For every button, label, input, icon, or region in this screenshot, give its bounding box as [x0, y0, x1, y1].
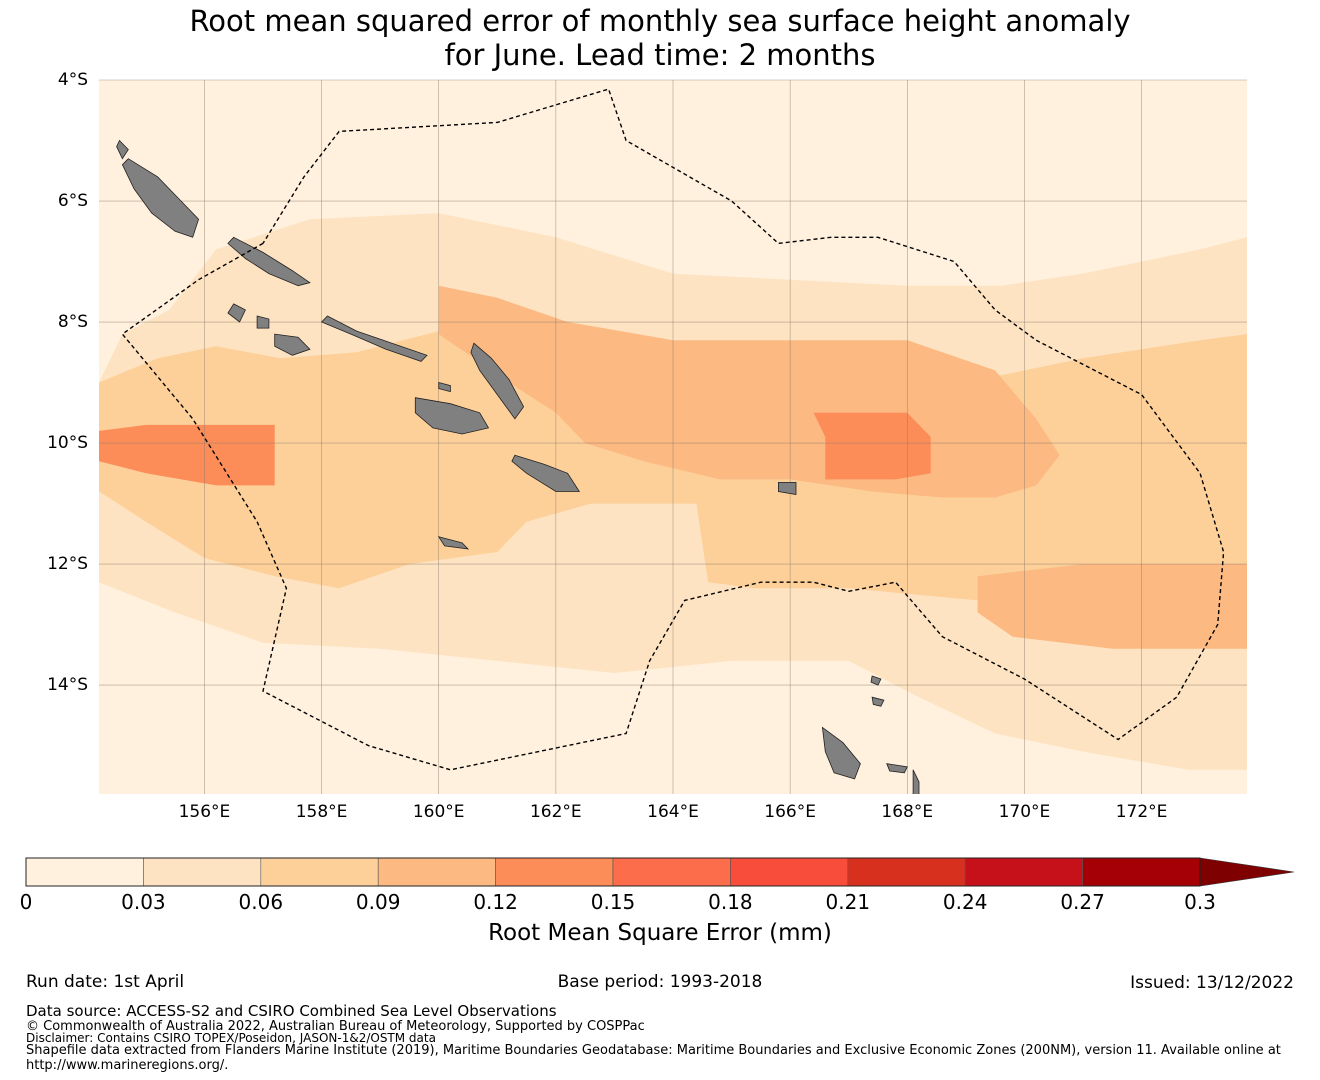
lon-label: 166°E	[764, 802, 816, 822]
island-rennell	[437, 536, 470, 550]
colorbar-segment	[260, 857, 379, 887]
base-period: Base period: 1993-2018	[557, 972, 763, 992]
lat-label: 4°S	[57, 70, 88, 90]
island-makira	[511, 454, 581, 492]
lon-label: 156°E	[178, 802, 231, 822]
rmse-zone-6	[813, 412, 931, 480]
colorbar-tick-label: 0.3	[1184, 890, 1216, 914]
lat-label: 10°S	[47, 433, 88, 454]
colorbar-extend-arrow	[1199, 857, 1295, 887]
colorbar-segment	[612, 857, 731, 887]
eez-boundary	[121, 88, 1225, 771]
shapefile-credit-line1: Shapefile data extracted from Flanders M…	[26, 1043, 1281, 1058]
gridlines	[99, 79, 1247, 794]
island-espiritu-santo	[821, 726, 861, 780]
colorbar-tick-label: 0.12	[473, 890, 518, 914]
colorbar-tick-label: 0.27	[1060, 890, 1105, 914]
island-buka	[116, 139, 129, 160]
colorbar-tick-label: 0.06	[238, 890, 284, 914]
lon-label: 160°E	[412, 802, 465, 822]
island-vella-lavella	[227, 303, 246, 323]
colorbar-segment	[1082, 857, 1201, 887]
colorbar-tick-label: 0.15	[590, 890, 636, 914]
island-santa-cruz	[778, 482, 797, 495]
island-ambae	[886, 763, 908, 774]
colorbar-segment	[847, 857, 966, 887]
island-santa-isabel	[320, 315, 428, 362]
lon-label: 172°E	[1115, 802, 1168, 822]
colorbar-segment	[730, 857, 849, 887]
island-kolombangara	[256, 315, 270, 329]
colorbar-tick-label: 0.18	[708, 890, 753, 914]
lon-label: 170°E	[998, 802, 1051, 822]
colorbar	[25, 857, 1295, 887]
copyright: © Commonwealth of Australia 2022, Austra…	[26, 1019, 645, 1034]
colorbar-tick-label: 0.21	[825, 890, 871, 914]
lat-label: 12°S	[47, 554, 88, 575]
shapefile-credit-line2: http://www.marineregions.org/.	[26, 1058, 229, 1073]
colorbar-tick-label: 0.24	[942, 890, 988, 914]
island-bougainville	[121, 158, 200, 238]
colorbar-segment	[143, 857, 262, 887]
colorbar-segment	[495, 857, 614, 887]
lat-label: 8°S	[57, 312, 88, 333]
colorbar-segment	[377, 857, 496, 887]
map-title-line2: for June. Lead time: 2 months	[444, 38, 876, 72]
lon-label: 158°E	[295, 802, 348, 822]
island-pentecost	[912, 769, 920, 794]
island-gaua	[871, 696, 885, 707]
colorbar-segment	[25, 857, 144, 887]
lon-label: 162°E	[529, 802, 582, 822]
run-date: Run date: 1st April	[26, 972, 185, 992]
data-source: Data source: ACCESS-S2 and CSIRO Combine…	[26, 1002, 557, 1020]
rmse-map	[25, 79, 1295, 887]
island-choiseul	[227, 236, 311, 287]
colorbar-segment	[964, 857, 1083, 887]
island-new-georgia	[274, 333, 311, 356]
land-masses	[116, 139, 920, 794]
lon-label: 164°E	[647, 802, 699, 822]
disclaimer: Disclaimer: Contains CSIRO TOPEX/Poseido…	[26, 1031, 436, 1045]
colorbar-tick-label: 0	[19, 890, 33, 914]
issued-date: Issued: 13/12/2022	[1130, 973, 1294, 993]
lat-label: 14°S	[47, 675, 88, 696]
map-title-line1: Root mean squared error of monthly sea s…	[189, 4, 1131, 38]
colorbar-tick-label: 0.03	[121, 890, 166, 914]
colorbar-tick-label: 0.09	[355, 890, 401, 914]
island-guadalcanal	[414, 397, 490, 435]
lat-label: 6°S	[57, 191, 88, 212]
colorbar-label: Root Mean Square Error (mm)	[488, 920, 832, 946]
island-florida-islands	[438, 381, 451, 393]
colorbar-frame	[25, 857, 1201, 887]
lon-label: 168°E	[881, 802, 934, 822]
island-torres-banks	[870, 675, 882, 686]
island-malaita	[470, 342, 525, 420]
rmse-zone-4	[977, 564, 1247, 649]
rmse-zone-5	[99, 424, 275, 486]
